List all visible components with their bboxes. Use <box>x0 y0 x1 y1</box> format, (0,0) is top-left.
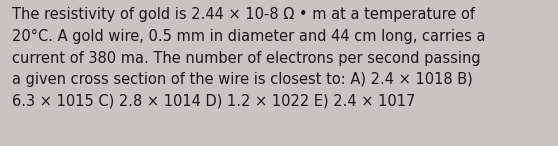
Text: The resistivity of gold is 2.44 × 10-8 Ω • m at a temperature of
20°C. A gold wi: The resistivity of gold is 2.44 × 10-8 Ω… <box>12 7 486 109</box>
